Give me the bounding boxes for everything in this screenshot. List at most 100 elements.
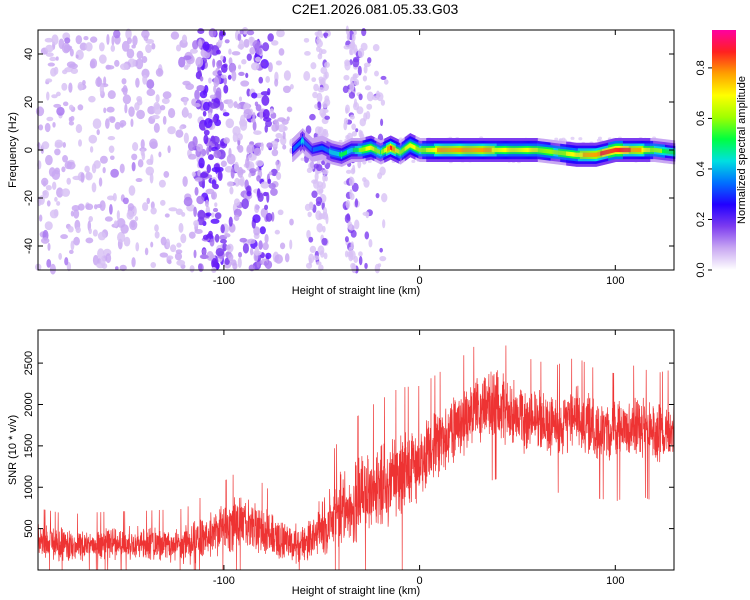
noise-cell (66, 177, 71, 185)
signal-cell (472, 147, 474, 153)
noise-cell (80, 172, 85, 183)
noise-cell (224, 233, 231, 238)
signal-cell (501, 147, 503, 153)
noise-cell (66, 262, 72, 272)
noise-cell (307, 211, 312, 218)
signal-cell (334, 150, 336, 156)
noise-cell (240, 80, 250, 87)
signal-cell (513, 147, 515, 153)
noise-cell (105, 118, 110, 129)
signal-cell (419, 147, 421, 153)
noise-cell (35, 106, 45, 117)
signal-cell (381, 149, 383, 155)
noise-cell (268, 182, 276, 189)
signal-cell (301, 138, 304, 143)
noise-cell (315, 261, 322, 266)
signal-cell (315, 146, 318, 152)
noise-cell (314, 172, 319, 181)
signal-cell (365, 146, 367, 151)
noise-cell (83, 36, 89, 41)
signal-cell (408, 143, 411, 149)
signal-cell (436, 147, 438, 153)
signal-cell (465, 147, 467, 153)
noise-cell (275, 172, 282, 181)
noise-cell (153, 104, 162, 115)
signal-cell (441, 147, 444, 153)
noise-cell (311, 190, 318, 198)
signal-cell (479, 147, 481, 153)
noise-cell (353, 255, 359, 263)
noise-cell (382, 219, 386, 229)
noise-cell (243, 38, 250, 48)
noise-cell (162, 91, 172, 99)
noise-cell (275, 120, 280, 131)
signal-cell (650, 147, 652, 153)
signal-cell (634, 147, 637, 153)
noise-cell (200, 254, 209, 259)
noise-cell (343, 74, 350, 81)
y-tick-label: 2000 (23, 392, 35, 416)
signal-cell (297, 143, 299, 148)
noise-cell (274, 229, 280, 235)
signal-cell (414, 145, 416, 150)
signal-cell (421, 147, 423, 153)
signal-cell (490, 147, 493, 153)
signal-cell (418, 147, 420, 152)
noise-cell (56, 201, 61, 206)
noise-cell (136, 96, 143, 102)
noise-cell (264, 204, 269, 211)
noise-cell (365, 110, 371, 120)
signal-cell (413, 144, 415, 150)
noise-cell (276, 29, 285, 38)
signal-cell (518, 147, 520, 153)
signal-cell (344, 151, 346, 156)
signal-cell (312, 147, 315, 152)
noise-cell (362, 75, 368, 82)
signal-cell (576, 152, 579, 157)
noise-cell (277, 209, 284, 216)
signal-cell (380, 150, 382, 155)
noise-cell (194, 177, 203, 182)
signal-cell (512, 147, 514, 153)
noise-cell (205, 212, 212, 217)
noise-cell (70, 210, 74, 217)
signal-cell (669, 149, 672, 155)
noise-cell (75, 35, 83, 45)
signal-cell (619, 147, 622, 153)
signal-cell (491, 147, 494, 153)
noise-cell (238, 71, 245, 77)
noise-cell (88, 215, 94, 223)
signal-cell (462, 147, 464, 153)
noise-cell (208, 145, 212, 152)
noise-cell (309, 245, 317, 254)
signal-cell (603, 150, 605, 156)
noise-cell (249, 168, 257, 174)
noise-cell (117, 231, 126, 243)
noise-cell (312, 255, 320, 261)
noise-cell (248, 153, 257, 161)
signal-cell (431, 147, 433, 153)
signal-cell (643, 147, 645, 153)
noise-cell (211, 183, 216, 189)
noise-cell (73, 236, 80, 246)
noise-cell (239, 120, 248, 131)
noise-cell (322, 169, 329, 175)
noise-cell (305, 125, 312, 134)
noise-cell (217, 70, 222, 76)
signal-cell (446, 147, 449, 153)
signal-cell (595, 152, 597, 157)
signal-cell (649, 147, 651, 153)
signal-cell (459, 147, 461, 153)
noise-cell (181, 212, 186, 217)
noise-cell (243, 108, 253, 119)
noise-cell (286, 106, 293, 113)
noise-cell (253, 147, 262, 157)
y-tick-label: 20 (23, 96, 35, 108)
noise-cell (242, 243, 249, 254)
noise-cell (220, 160, 227, 168)
noise-cell (143, 35, 149, 42)
noise-cell (364, 85, 372, 91)
noise-cell (320, 66, 328, 75)
noise-cell (132, 142, 139, 152)
signal-cell (329, 149, 331, 154)
